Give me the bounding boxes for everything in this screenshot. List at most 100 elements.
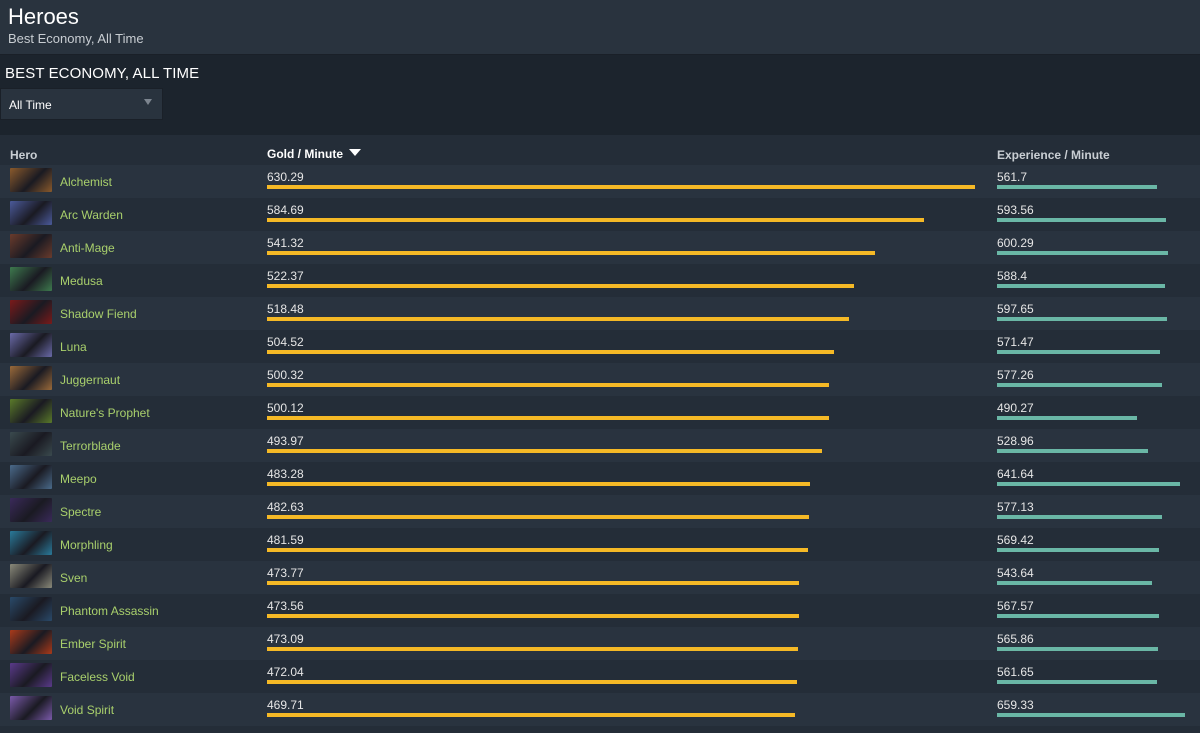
xp-per-minute-bar xyxy=(997,713,1185,717)
hero-portrait[interactable] xyxy=(10,399,52,423)
hero-name-link[interactable]: Shadow Fiend xyxy=(60,307,137,321)
xp-per-minute-bar xyxy=(997,614,1159,618)
gold-per-minute-bar xyxy=(267,449,822,453)
table-row[interactable]: Terrorblade 493.97 528.96 xyxy=(0,429,1200,462)
section-title: BEST ECONOMY, ALL TIME xyxy=(5,65,200,82)
page-title: Heroes xyxy=(8,4,79,29)
hero-portrait[interactable] xyxy=(10,696,52,720)
xp-per-minute-bar xyxy=(997,284,1165,288)
hero-portrait[interactable] xyxy=(10,300,52,324)
table-row[interactable]: Ember Spirit 473.09 565.86 xyxy=(0,627,1200,660)
hero-name-link[interactable]: Terrorblade xyxy=(60,439,121,453)
hero-portrait[interactable] xyxy=(10,201,52,225)
page-header: Heroes Best Economy, All Time xyxy=(0,0,1200,55)
table-row[interactable]: Medusa 522.37 588.4 xyxy=(0,264,1200,297)
hero-portrait[interactable] xyxy=(10,663,52,687)
hero-portrait[interactable] xyxy=(10,267,52,291)
hero-name-link[interactable]: Void Spirit xyxy=(60,703,115,717)
hero-portrait[interactable] xyxy=(10,234,52,258)
xp-per-minute-bar xyxy=(997,482,1180,486)
gold-per-minute-value: 504.52 xyxy=(267,335,304,349)
hero-portrait[interactable] xyxy=(10,366,52,390)
period-select-value: All Time xyxy=(9,98,52,112)
hero-name-link[interactable]: Arc Warden xyxy=(60,208,123,222)
gold-per-minute-value: 522.37 xyxy=(267,269,304,283)
table-row[interactable]: Morphling 481.59 569.42 xyxy=(0,528,1200,561)
xp-per-minute-bar xyxy=(997,680,1157,684)
hero-portrait[interactable] xyxy=(10,597,52,621)
xp-per-minute-value: 569.42 xyxy=(997,533,1034,547)
table-row[interactable]: Sven 473.77 543.64 xyxy=(0,561,1200,594)
gold-per-minute-bar xyxy=(267,482,810,486)
sort-desc-icon xyxy=(349,149,361,157)
table-row[interactable]: Spectre 482.63 577.13 xyxy=(0,495,1200,528)
gold-per-minute-value: 584.69 xyxy=(267,203,304,217)
gold-per-minute-bar xyxy=(267,185,975,189)
hero-name-link[interactable]: Ember Spirit xyxy=(60,637,127,651)
hero-portrait[interactable] xyxy=(10,564,52,588)
hero-name-link[interactable]: Sven xyxy=(60,571,88,585)
hero-name-link[interactable]: Anti-Mage xyxy=(60,241,115,255)
gold-per-minute-value: 493.97 xyxy=(267,434,304,448)
page-subtitle: Best Economy, All Time xyxy=(8,31,144,46)
xp-per-minute-value: 543.64 xyxy=(997,566,1034,580)
table-row[interactable]: Phantom Assassin 473.56 567.57 xyxy=(0,594,1200,627)
hero-portrait[interactable] xyxy=(10,630,52,654)
hero-name-link[interactable]: Phantom Assassin xyxy=(60,604,159,618)
xp-per-minute-value: 641.64 xyxy=(997,467,1034,481)
xp-per-minute-bar xyxy=(997,548,1159,552)
hero-name-link[interactable]: Nature's Prophet xyxy=(60,406,150,420)
xp-per-minute-bar xyxy=(997,185,1157,189)
table-row[interactable]: Void Spirit 469.71 659.33 xyxy=(0,693,1200,726)
column-header-gold[interactable]: Gold / Minute xyxy=(267,147,361,161)
hero-portrait[interactable] xyxy=(10,333,52,357)
column-header-hero[interactable]: Hero xyxy=(10,148,38,162)
xp-per-minute-value: 561.7 xyxy=(997,170,1028,184)
hero-name-link[interactable]: Juggernaut xyxy=(60,373,121,387)
table-row[interactable]: Juggernaut 500.32 577.26 xyxy=(0,363,1200,396)
gold-per-minute-bar xyxy=(267,218,924,222)
table-row[interactable]: Faceless Void 472.04 561.65 xyxy=(0,660,1200,693)
xp-per-minute-value: 561.65 xyxy=(997,665,1034,679)
hero-portrait[interactable] xyxy=(10,531,52,555)
hero-name-link[interactable]: Spectre xyxy=(60,505,102,519)
hero-name-link[interactable]: Medusa xyxy=(60,274,103,288)
gold-per-minute-bar xyxy=(267,284,854,288)
xp-per-minute-value: 600.29 xyxy=(997,236,1034,250)
gold-per-minute-bar xyxy=(267,383,829,387)
table-row[interactable]: Shadow Fiend 518.48 597.65 xyxy=(0,297,1200,330)
xp-per-minute-value: 577.26 xyxy=(997,368,1034,382)
gold-per-minute-value: 469.71 xyxy=(267,698,304,712)
column-header-gold-label: Gold / Minute xyxy=(267,147,343,161)
gold-per-minute-value: 541.32 xyxy=(267,236,304,250)
table-row[interactable]: Arc Warden 584.69 593.56 xyxy=(0,198,1200,231)
xp-per-minute-value: 490.27 xyxy=(997,401,1034,415)
hero-portrait[interactable] xyxy=(10,498,52,522)
hero-name-link[interactable]: Luna xyxy=(60,340,87,354)
gold-per-minute-bar xyxy=(267,713,795,717)
period-select[interactable]: All Time xyxy=(0,88,163,120)
hero-portrait[interactable] xyxy=(10,465,52,489)
hero-name-link[interactable]: Morphling xyxy=(60,538,113,552)
table-row[interactable]: Meepo 483.28 641.64 xyxy=(0,462,1200,495)
hero-portrait[interactable] xyxy=(10,432,52,456)
gold-per-minute-value: 483.28 xyxy=(267,467,304,481)
gold-per-minute-value: 473.56 xyxy=(267,599,304,613)
hero-name-link[interactable]: Meepo xyxy=(60,472,97,486)
gold-per-minute-bar xyxy=(267,614,799,618)
table-row[interactable]: Luna 504.52 571.47 xyxy=(0,330,1200,363)
xp-per-minute-value: 659.33 xyxy=(997,698,1034,712)
table-row[interactable]: Nature's Prophet 500.12 490.27 xyxy=(0,396,1200,429)
gold-per-minute-bar xyxy=(267,416,829,420)
hero-name-link[interactable]: Alchemist xyxy=(60,175,113,189)
chevron-down-icon xyxy=(144,99,152,105)
column-header-xp[interactable]: Experience / Minute xyxy=(997,148,1110,162)
xp-per-minute-bar xyxy=(997,218,1166,222)
table-row[interactable]: Anti-Mage 541.32 600.29 xyxy=(0,231,1200,264)
gold-per-minute-value: 472.04 xyxy=(267,665,304,679)
table-row[interactable]: Alchemist 630.29 561.7 xyxy=(0,165,1200,198)
hero-name-link[interactable]: Faceless Void xyxy=(60,670,135,684)
hero-portrait[interactable] xyxy=(10,168,52,192)
gold-per-minute-value: 473.09 xyxy=(267,632,304,646)
gold-per-minute-value: 482.63 xyxy=(267,500,304,514)
